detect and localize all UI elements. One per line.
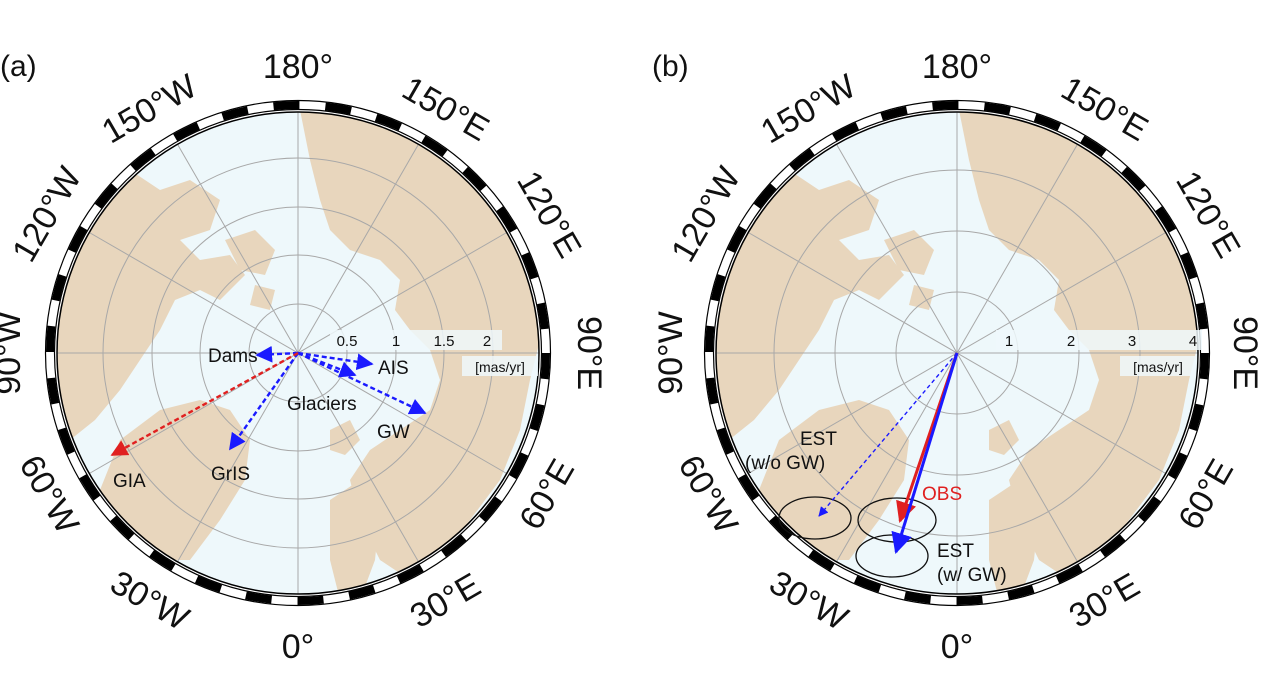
ring-label-1: 1 (392, 333, 400, 350)
ring-label-1: 1 (1005, 333, 1013, 350)
north-america-land (57, 170, 245, 440)
north-america-land (716, 170, 904, 440)
vector-est-w-gw (891, 352, 959, 555)
greenland-land (100, 400, 250, 560)
ring-label-0-5: 0.5 (337, 333, 358, 350)
map-frame (44, 99, 552, 607)
map-frame (703, 99, 1211, 607)
ring-label-3: 3 (1128, 333, 1136, 350)
ring-label-1-5: 1.5 (434, 333, 455, 350)
panel-a-label: (a) (0, 50, 37, 83)
arctic-islands (789, 112, 934, 310)
panel-a: (a) (0, 48, 608, 666)
lon-label-30w: 30°W (104, 564, 195, 639)
svalbard-land (989, 420, 1019, 455)
ring-label-4: 4 (1189, 333, 1197, 350)
ring-label-2: 2 (483, 333, 491, 350)
lon-label-90e: 90°E (1226, 316, 1261, 390)
panel-b-vector-labels: OBS EST (w/ GW) EST (w/o GW) (745, 429, 1007, 586)
panel-b-label: (b) (652, 50, 689, 83)
panel-a-vector-labels: Dams AIS Glaciers GW GrIS GIA (113, 346, 410, 492)
panel-a-vectors (110, 345, 427, 457)
panel-b-vectors (818, 352, 959, 555)
label-gia: GIA (113, 471, 146, 492)
label-est-w-gw-line1: EST (937, 541, 974, 562)
ellipse-est-wo-gw (778, 496, 852, 540)
label-est-wo-gw-line1: EST (800, 429, 837, 450)
lon-label-0: 0° (941, 628, 974, 666)
svalbard-land (330, 420, 360, 455)
label-obs: OBS (922, 484, 962, 505)
vector-est-wo-gw (818, 352, 958, 517)
vector-gris (229, 352, 299, 451)
label-glaciers: Glaciers (287, 394, 357, 415)
vector-ais (297, 351, 374, 371)
scandinavia-land (989, 480, 1039, 594)
vector-gia (110, 351, 299, 457)
panel-b-map (703, 99, 1211, 607)
label-gris: GrIS (211, 464, 250, 485)
lon-label-90w: 90°W (0, 311, 28, 395)
lon-label-60w: 60°W (671, 449, 746, 540)
label-ais: AIS (378, 358, 409, 379)
label-gw: GW (377, 422, 410, 443)
lon-label-90w: 90°W (652, 311, 690, 395)
arctic-islands (130, 112, 275, 310)
ring-scale-labels: 1 2 3 4 [mas/yr] (996, 330, 1202, 376)
panel-b: (b) (652, 48, 1261, 666)
ring-scale-labels: 0.5 1 1.5 2 [mas/yr] (330, 330, 538, 376)
label-dams: Dams (208, 346, 258, 367)
units-label: [mas/yr] (1133, 359, 1183, 375)
label-est-wo-gw-line2: (w/o GW) (745, 453, 825, 474)
lon-label-90e: 90°E (570, 316, 608, 390)
lon-label-180: 180° (263, 48, 333, 86)
lon-label-120e: 120°E (509, 165, 588, 265)
ring-label-2: 2 (1067, 333, 1075, 350)
lon-label-0: 0° (282, 628, 315, 666)
vector-dams (255, 345, 299, 363)
lon-label-60w: 60°W (12, 449, 87, 540)
label-est-w-gw-line2: (w/ GW) (937, 565, 1007, 586)
lon-label-120e: 120°E (1168, 165, 1247, 265)
lon-label-180: 180° (922, 48, 992, 86)
units-label: [mas/yr] (475, 359, 525, 375)
lon-label-30w: 30°W (763, 564, 854, 639)
